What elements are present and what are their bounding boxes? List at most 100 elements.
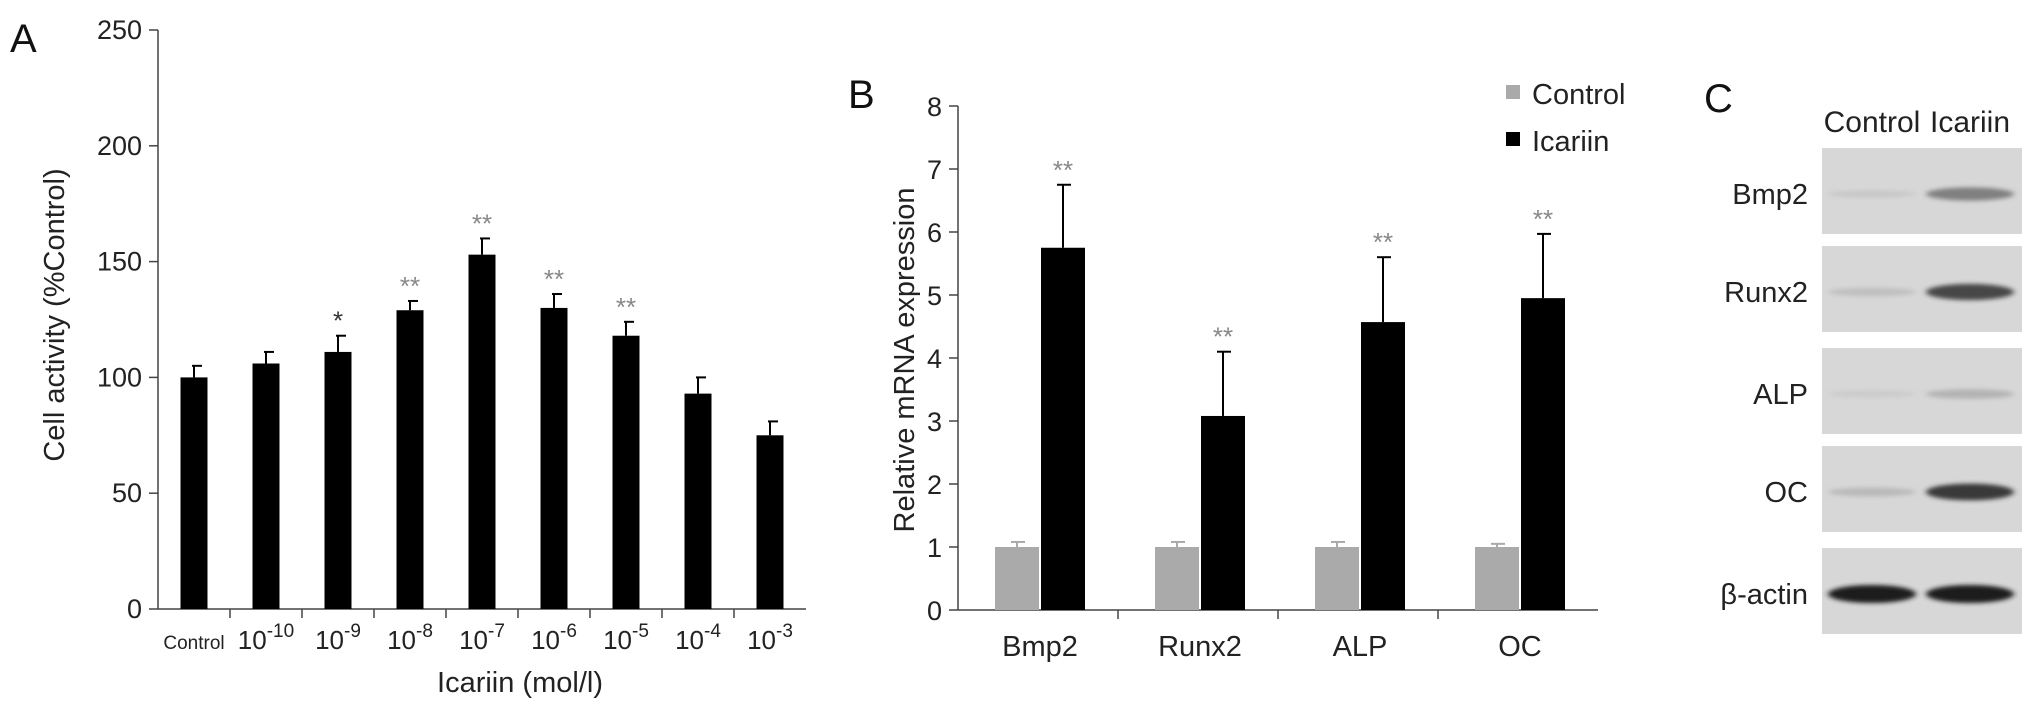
legend-swatch-icariin: [1506, 132, 1520, 146]
panel-a-bar: [540, 307, 568, 609]
panel-b-bar-control: [1475, 547, 1519, 610]
panel-a-xtick-base: 10: [603, 625, 632, 655]
panel-a-significance: **: [544, 264, 564, 294]
panel-b-significance: **: [1213, 322, 1233, 352]
blot-band: [1828, 390, 1916, 398]
panel-b-bar-control: [1315, 547, 1359, 610]
panel-a-xlabel: Icariin (mol/l): [437, 667, 603, 699]
panel-a-xtick-exponent: -5: [632, 621, 649, 642]
panel-b-legend: Control Icariin: [1506, 79, 1626, 158]
panel-a-xtick-base: 10: [315, 625, 344, 655]
panel-b-bar-icariin: [1201, 415, 1245, 610]
panel-a-bar: [468, 254, 496, 610]
panel-c-letter: C: [1704, 77, 1733, 121]
blot-band: [1926, 389, 2014, 399]
blot-band: [1926, 483, 2014, 501]
panel-b-bar-icariin: [1361, 322, 1405, 610]
panel-a-bars: *********: [180, 208, 784, 610]
panel-a-xtick-exponent: -4: [704, 621, 721, 642]
blot-row-label: Bmp2: [1732, 179, 1808, 211]
panel-b-bar-icariin: [1041, 247, 1085, 610]
blot-band: [1828, 585, 1916, 603]
panel-a-xtick-base: 10: [747, 625, 776, 655]
panel-a-significance: **: [400, 271, 420, 301]
panel-b-ytick-label: 0: [927, 596, 942, 626]
panel-a-bar: [396, 310, 424, 609]
panel-a-ytick-label: 0: [127, 594, 142, 624]
panel-b-ylabel: Relative mRNA expression: [889, 188, 921, 533]
blot-band: [1828, 287, 1916, 297]
panel-a-significance: **: [472, 208, 492, 238]
panel-a-ytick-label: 100: [97, 362, 142, 392]
panel-a-ylabel: Cell activity (%Control): [39, 168, 71, 461]
panel-a-ytick-label: 250: [97, 15, 142, 45]
panel-a-xtick-exponent: -10: [267, 621, 294, 642]
panel-a-bar: [324, 351, 352, 609]
panel-a-xtick-exponent: -8: [416, 621, 433, 642]
panel-b-significance: **: [1533, 204, 1553, 234]
panel-b-axes: 0 1 2 3 4 5 6 7 8 Bmp2 Runx2 ALP OC: [927, 92, 1598, 663]
blot-column-icariin: Icariin: [1930, 106, 2010, 139]
panel-a-bar: [684, 393, 712, 609]
blot-band: [1926, 585, 2014, 603]
panel-b-bar-icariin: [1521, 298, 1565, 610]
legend-swatch-control: [1506, 85, 1520, 99]
panel-b-ytick-label: 4: [927, 344, 942, 374]
panel-a-ytick-label: 200: [97, 131, 142, 161]
panel-a-xtick-base: 10: [459, 625, 488, 655]
panel-b-significance: **: [1053, 155, 1073, 185]
panel-a-xtick-base: 10: [531, 625, 560, 655]
panel-a-ytick-label: 150: [97, 247, 142, 277]
panel-b-ytick-label: 7: [927, 155, 942, 185]
panel-b-ytick-label: 6: [927, 218, 942, 248]
blot-band: [1926, 187, 2014, 201]
blot-row-label: ALP: [1753, 379, 1808, 411]
blot-band: [1828, 487, 1916, 497]
panel-a-xtick-label: 10-9: [315, 621, 361, 655]
panel-b-bar-control: [1155, 547, 1199, 610]
blot-band: [1828, 190, 1916, 198]
panel-a-bar: [252, 363, 280, 609]
blot-row-label: OC: [1765, 477, 1809, 509]
panel-a-xtick-label: 10-6: [531, 621, 577, 655]
panel-a-xtick-exponent: -9: [344, 621, 361, 642]
panel-b-bars: ** ** ** **: [995, 155, 1565, 610]
panel-b-ytick-label: 1: [927, 533, 942, 563]
panel-a-xtick-base: 10: [387, 625, 416, 655]
panel-a-xtick-label: 10-5: [603, 621, 649, 655]
panel-a-xtick-label: Control: [163, 633, 224, 654]
panel-a-ytick-label: 50: [112, 478, 142, 508]
panel-a-xtick-label: 10-4: [675, 621, 721, 655]
panel-a-bar: [756, 435, 784, 609]
panel-b: B Relative mRNA expression 0 1 2 3 4 5 6 7 8 Bmp2…: [848, 73, 1626, 663]
panel-a-bar: [612, 335, 640, 609]
blot-band: [1926, 283, 2014, 301]
panel-b-ytick-label: 8: [927, 92, 942, 122]
panel-b-xtick-label: ALP: [1333, 631, 1388, 663]
panel-b-xtick-label: Runx2: [1158, 631, 1242, 663]
panel-a-xtick-label: 10-3: [747, 621, 793, 655]
panel-a-xtick-exponent: -7: [488, 621, 505, 642]
panel-a-xtick-label: 10-10: [238, 621, 294, 655]
panel-a: A Cell activity (%Control) Icariin (mol/…: [10, 15, 806, 699]
panel-c: C Control Icariin Bmp2 Runx2 ALP OC β-actin: [1704, 77, 2022, 634]
panel-b-significance: **: [1373, 227, 1393, 257]
panel-b-letter: B: [848, 73, 875, 117]
blot-row-label: Runx2: [1724, 277, 1808, 309]
panel-a-xtick-base: 10: [675, 625, 704, 655]
blot-strips: Bmp2 Runx2 ALP OC β-actin: [1720, 148, 2022, 634]
panel-a-significance: **: [616, 292, 636, 322]
panel-a-significance: *: [333, 306, 343, 336]
panel-b-xtick-label: Bmp2: [1002, 631, 1078, 663]
panel-b-ytick-label: 3: [927, 407, 942, 437]
panel-a-xtick-exponent: -3: [776, 621, 793, 642]
blot-row-label: β-actin: [1720, 579, 1808, 611]
panel-a-xtick-label: 10-7: [459, 621, 505, 655]
blot-column-control: Control: [1824, 106, 1921, 139]
panel-b-ytick-label: 2: [927, 470, 942, 500]
legend-label-icariin: Icariin: [1532, 126, 1609, 158]
panel-b-xtick-label: OC: [1498, 631, 1542, 663]
panel-a-xtick-base: 10: [238, 625, 267, 655]
